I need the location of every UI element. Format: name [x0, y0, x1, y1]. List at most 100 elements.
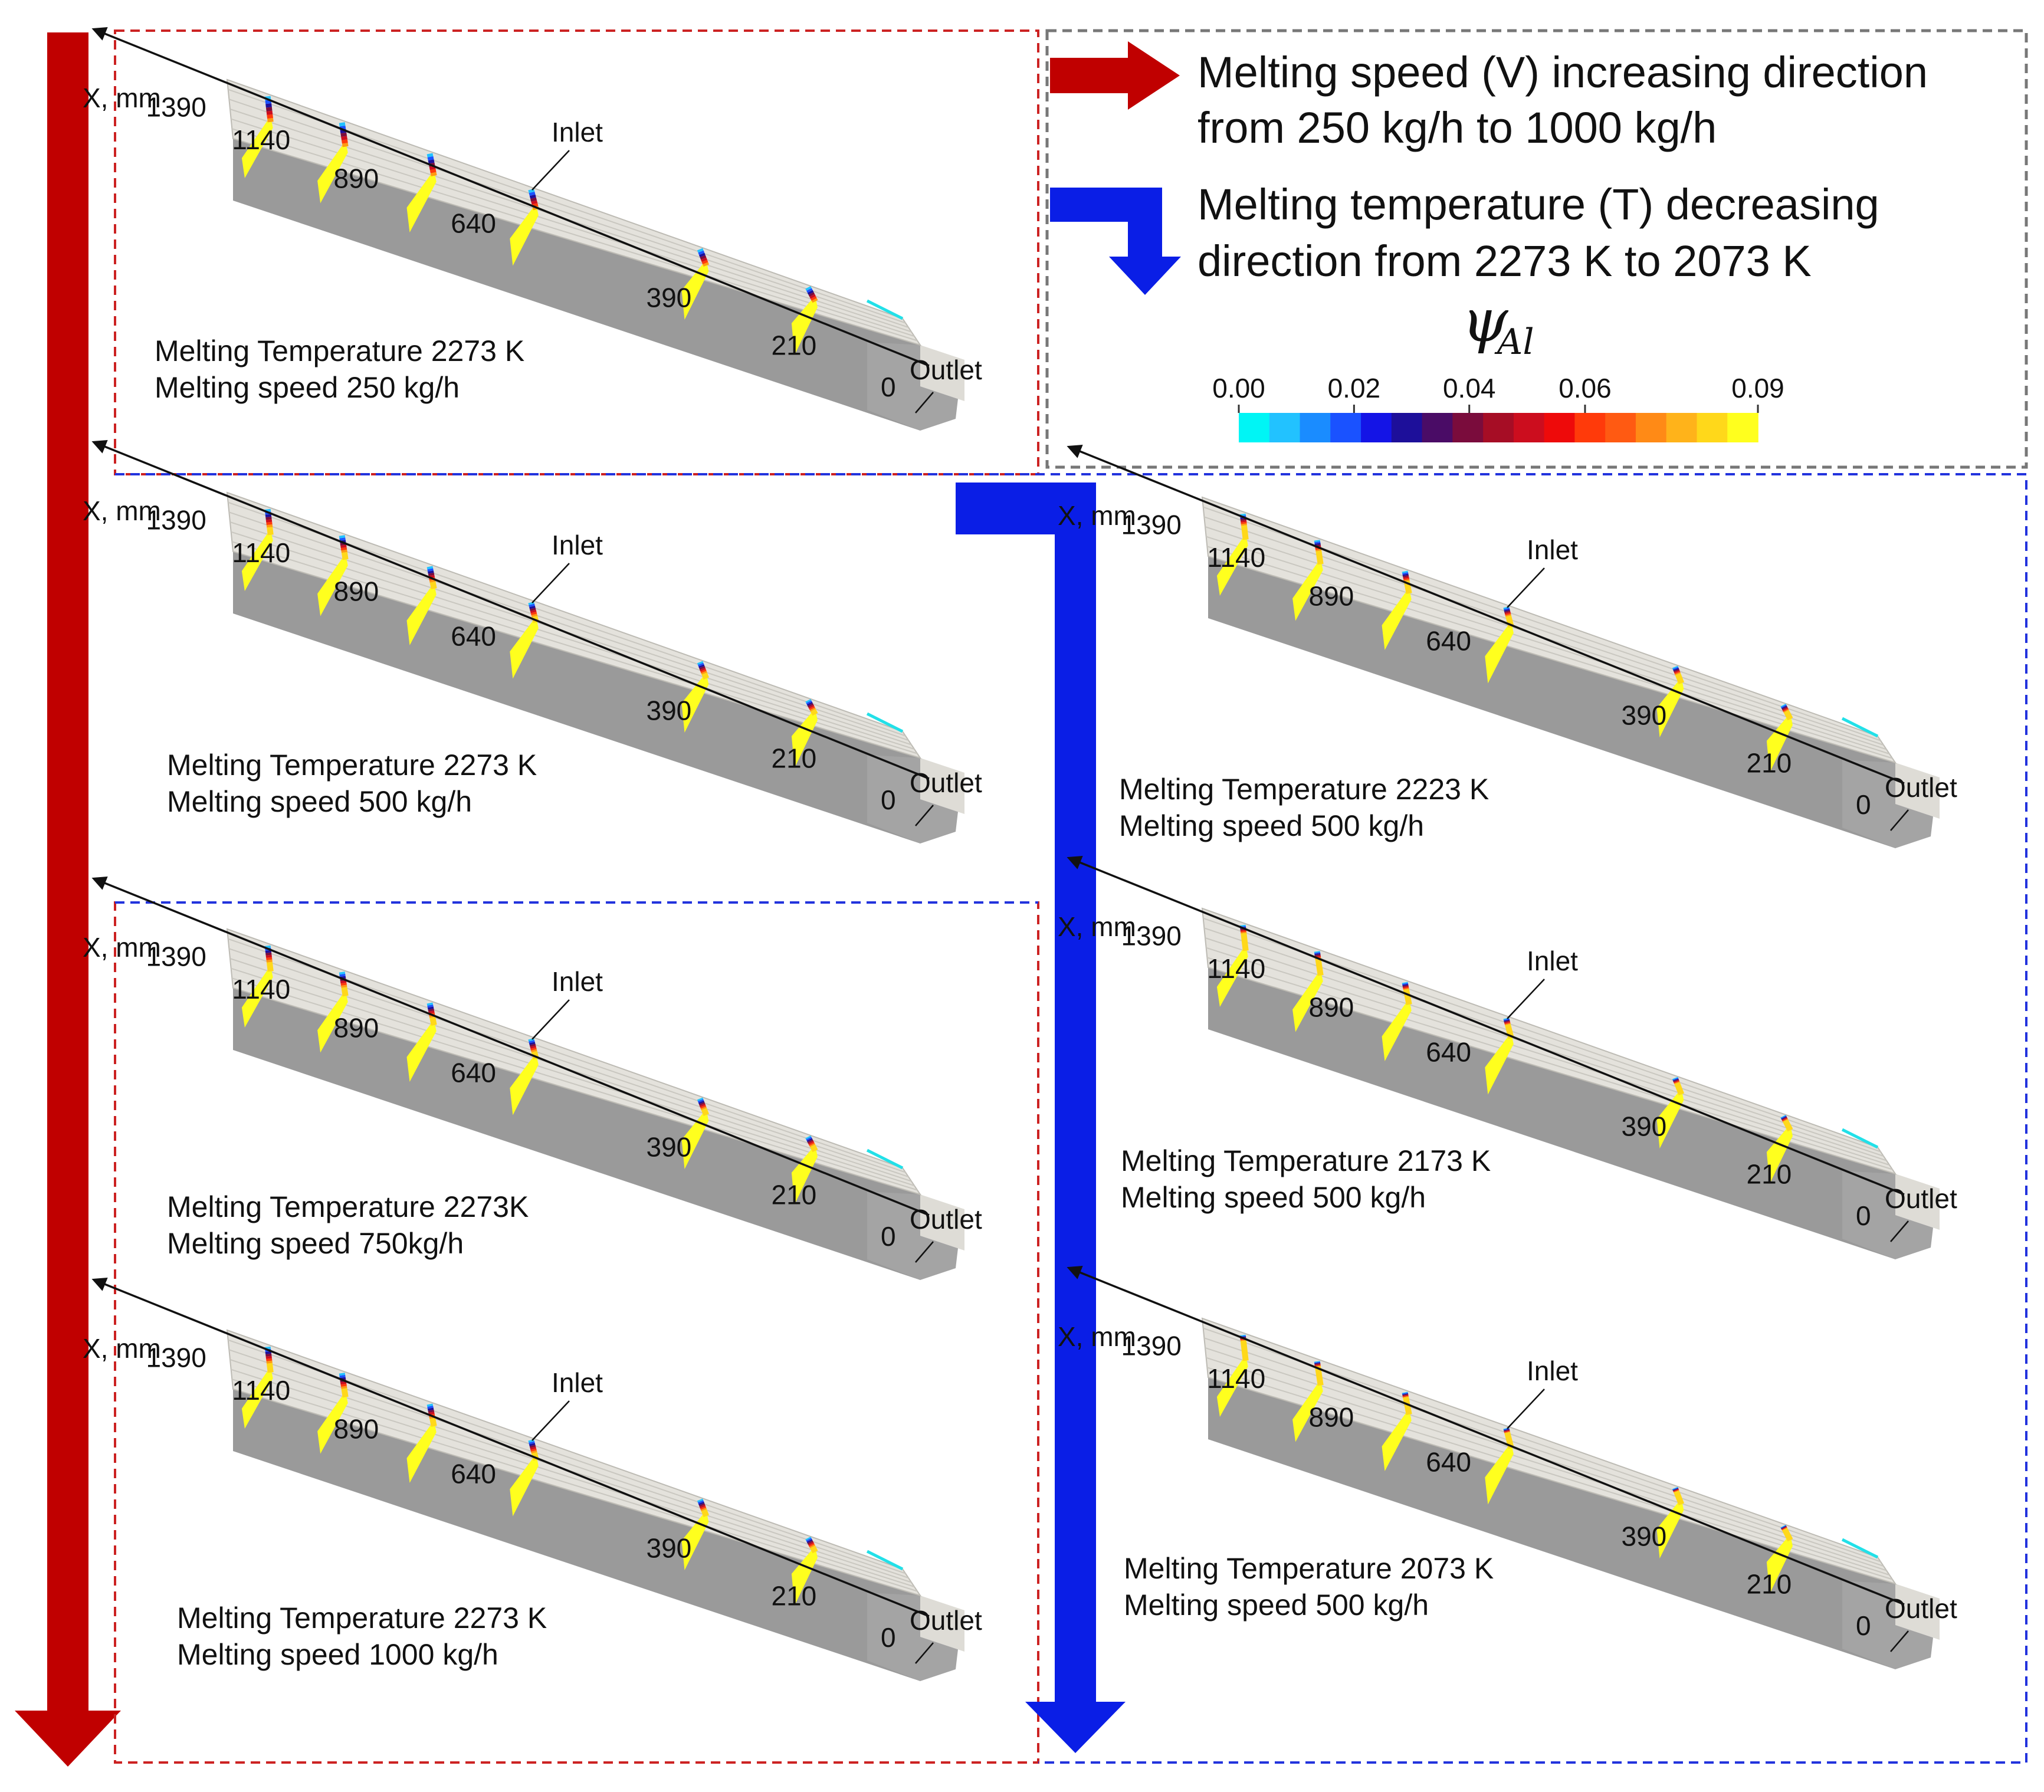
outlet-pointer — [915, 1241, 934, 1263]
slice-fringe-segment — [339, 1373, 346, 1376]
slice-fringe-segment — [340, 1383, 347, 1387]
slice-fringe-segment — [806, 1539, 813, 1544]
slice-fringe-segment — [1780, 1115, 1786, 1118]
outlet-label: Outlet — [1885, 1593, 1957, 1624]
slice-high-zone — [317, 1391, 348, 1454]
x-tick-label: 390 — [647, 695, 692, 726]
outlet-pointer — [1890, 1220, 1909, 1242]
x-axis-label: X, mm — [83, 932, 161, 963]
x-tick-label: 390 — [647, 1132, 692, 1163]
x-axis-line — [91, 27, 930, 367]
slice-fringe-segment — [698, 250, 705, 255]
x-tick-label: 1140 — [232, 1375, 290, 1406]
slice-fringe-segment — [265, 107, 273, 111]
slice-fringe-segment — [806, 288, 813, 293]
slice-fringe-segment — [1672, 667, 1679, 670]
x-tick-label: 1390 — [1121, 509, 1182, 540]
x-tick-label: 1140 — [232, 537, 290, 568]
colorbar-segment — [1666, 413, 1698, 442]
colorbar-title-subscript: Al — [1494, 321, 1534, 363]
slice-fringe-segment — [1782, 1118, 1789, 1123]
panel-temperature-caption: Melting Temperature 2273K — [167, 1190, 529, 1223]
slice-fringe-segment — [806, 701, 813, 706]
slice-transition — [266, 1363, 274, 1373]
slice-fringe-segment — [807, 1540, 813, 1545]
slice-fringe-segment — [340, 544, 347, 549]
outlet-label: Outlet — [910, 355, 982, 385]
slice-transition — [701, 672, 709, 680]
x-tick-label: 890 — [1309, 581, 1354, 612]
slice-fringe-segment — [426, 153, 434, 157]
slice-high-zone — [241, 116, 273, 178]
slice-transition — [1675, 673, 1684, 684]
x-tick-label: 0 — [881, 785, 896, 815]
slice-fringe-segment — [697, 248, 704, 253]
slice-fringe-segment — [700, 1106, 707, 1111]
slice-transition — [1403, 1396, 1412, 1416]
x-tick-label: 0 — [1856, 1200, 1871, 1231]
slice-fringe-segment — [267, 118, 274, 123]
surface-streak — [232, 128, 918, 342]
slice-transition — [1240, 1340, 1249, 1361]
slice-fringe-segment — [339, 122, 346, 127]
colorbar-title: ψ — [1462, 286, 1509, 355]
colorbar-ticks: 0.00 0.02 0.04 0.06 0.09 — [1212, 373, 1784, 413]
slice-transition — [429, 1417, 437, 1427]
colorbar-segment — [1300, 413, 1331, 442]
inlet-label: Inlet — [1527, 534, 1578, 565]
colorbar-tick-label: 0.09 — [1731, 373, 1784, 403]
slice-high-zone — [241, 965, 273, 1028]
temperature-legend-line1: Melting temperature (T) decreasing — [1197, 180, 1879, 229]
colorbar-tick-label: 0.02 — [1328, 373, 1381, 403]
x-tick-label: 390 — [647, 1533, 692, 1564]
slice-fringe-segment — [697, 1500, 704, 1504]
inlet-label: Inlet — [552, 966, 603, 997]
slice-transition — [1403, 989, 1412, 1006]
slice-transition — [266, 961, 274, 972]
inlet-rim — [866, 1148, 904, 1170]
slice-fringe-segment — [339, 973, 346, 977]
slice-fringe-segment — [1673, 668, 1679, 672]
slice-high-zone — [791, 1546, 818, 1606]
x-axis-label: X, mm — [83, 495, 161, 526]
slice-fringe-segment — [1674, 671, 1681, 674]
slice-fringe-segment — [265, 514, 272, 518]
slice-fringe-segment — [340, 980, 347, 984]
x-tick-label: 1140 — [1207, 1363, 1265, 1394]
slice-transition — [810, 1545, 818, 1554]
panel-speed-caption: Melting speed 750kg/h — [167, 1227, 464, 1260]
x-axis-line — [91, 439, 930, 780]
colorbar-segment — [1391, 413, 1423, 442]
channel-side-wall — [233, 988, 920, 1280]
slice-transition — [810, 708, 818, 716]
slice-fringe-segment — [530, 609, 537, 613]
outlet-label: Outlet — [1885, 1183, 1957, 1214]
cross-section-slice — [791, 286, 818, 355]
inlet-pointer — [531, 1400, 570, 1441]
inlet-label: Inlet — [552, 117, 603, 147]
cross-section-slice — [1382, 982, 1412, 1061]
channel-side-wall — [1208, 967, 1895, 1259]
slice-high-zone — [510, 1454, 539, 1517]
slice-fringe-segment — [341, 549, 347, 553]
colorbar-segment — [1727, 413, 1758, 442]
slice-transition — [341, 987, 349, 997]
temperature-series-frame — [115, 473, 2027, 1764]
cross-section-slice — [1292, 540, 1324, 621]
slice-high-zone — [1292, 558, 1323, 621]
x-tick-label: 1390 — [146, 1342, 206, 1373]
slice-fringe-segment — [1781, 706, 1788, 710]
x-tick-label: 890 — [1309, 1402, 1354, 1433]
slice-fringe-segment — [810, 296, 817, 301]
slice-fringe-segment — [529, 191, 536, 196]
slice-fringe-segment — [698, 664, 705, 668]
slice-transition — [1674, 1082, 1684, 1095]
slice-high-zone — [1216, 533, 1248, 596]
slice-fringe-segment — [342, 143, 349, 147]
slice-high-zone — [1485, 1032, 1514, 1095]
